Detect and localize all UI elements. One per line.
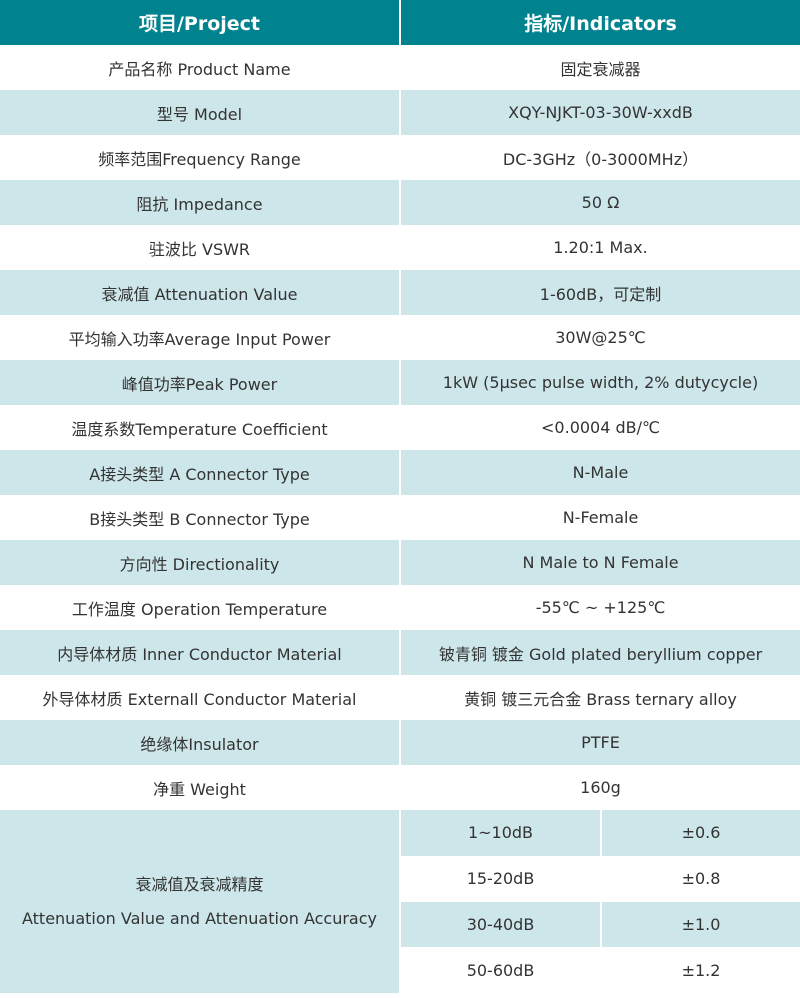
table-row: 型号 Model XQY-NJKT-03-30W-xxdB — [0, 90, 800, 135]
row-label: 驻波比 VSWR — [0, 225, 401, 270]
table-row: A接头类型 A Connector Type N-Male — [0, 450, 800, 495]
row-value: 固定衰减器 — [399, 45, 800, 90]
row-value: 30W@25℃ — [399, 315, 800, 360]
row-label: 频率范围Frequency Range — [0, 135, 401, 180]
table-row: 净重 Weight 160g — [0, 765, 800, 810]
accuracy-row: 15-20dB ±0.8 — [0, 855, 800, 902]
row-label: 型号 Model — [0, 90, 401, 135]
row-value: 1kW (5μsec pulse width, 2% dutycycle) — [399, 360, 800, 405]
row-label: A接头类型 A Connector Type — [0, 450, 401, 495]
table-row: 外导体材质 Externall Conductor Material 黄铜 镀三元… — [0, 675, 800, 720]
accuracy-range: 30-40dB — [400, 901, 602, 948]
row-value: -55℃ ~ +125℃ — [399, 585, 800, 630]
row-value: 1.20:1 Max. — [399, 225, 800, 270]
table-row: B接头类型 B Connector Type N-Female — [0, 495, 800, 540]
row-label: 方向性 Directionality — [0, 540, 401, 585]
accuracy-value: ±0.6 — [600, 810, 800, 856]
table-header: 项目/Project 指标/Indicators — [0, 0, 800, 45]
row-value: DC-3GHz（0-3000MHz） — [399, 135, 800, 180]
row-value: 铍青铜 镀金 Gold plated beryllium copper — [399, 630, 800, 675]
accuracy-value: ±1.0 — [600, 901, 800, 948]
row-label: 内导体材质 Inner Conductor Material — [0, 630, 401, 675]
table-row: 内导体材质 Inner Conductor Material 铍青铜 镀金 Gol… — [0, 630, 800, 675]
row-label: 产品名称 Product Name — [0, 45, 401, 90]
row-value: N-Male — [399, 450, 800, 495]
row-label: 温度系数Temperature Coefficient — [0, 405, 401, 450]
table-row: 工作温度 Operation Temperature -55℃ ~ +125℃ — [0, 585, 800, 630]
row-value: <0.0004 dB/℃ — [399, 405, 800, 450]
row-value: PTFE — [399, 720, 800, 765]
row-label: B接头类型 B Connector Type — [0, 495, 401, 540]
row-label: 峰值功率Peak Power — [0, 360, 401, 405]
row-value: N Male to N Female — [399, 540, 800, 585]
row-label: 阻抗 Impedance — [0, 180, 401, 225]
accuracy-range: 15-20dB — [400, 855, 602, 902]
accuracy-range: 1~10dB — [399, 810, 602, 856]
row-label: 衰减值 Attenuation Value — [0, 270, 401, 315]
header-project: 项目/Project — [0, 0, 401, 45]
row-value: 50 Ω — [399, 180, 800, 225]
table-row: 驻波比 VSWR 1.20:1 Max. — [0, 225, 800, 270]
accuracy-value: ±1.2 — [600, 947, 800, 993]
row-label: 工作温度 Operation Temperature — [0, 585, 401, 630]
row-value: XQY-NJKT-03-30W-xxdB — [399, 90, 800, 135]
table-row: 绝缘体Insulator PTFE — [0, 720, 800, 765]
table-row: 产品名称 Product Name 固定衰减器 — [0, 45, 800, 90]
accuracy-row: 50-60dB ±1.2 — [0, 947, 800, 993]
accuracy-label: 衰减值及衰减精度 Attenuation Value and Attenuatio… — [0, 810, 401, 993]
accuracy-value: ±0.8 — [600, 855, 800, 902]
accuracy-row: 30-40dB ±1.0 — [0, 901, 800, 948]
row-value: 1-60dB，可定制 — [399, 270, 800, 315]
accuracy-label-cn: 衰减值及衰减精度 — [135, 874, 264, 894]
row-label: 净重 Weight — [0, 765, 401, 810]
row-value: 黄铜 镀三元合金 Brass ternary alloy — [399, 675, 800, 720]
table-row: 平均输入功率Average Input Power 30W@25℃ — [0, 315, 800, 360]
table-row: 峰值功率Peak Power 1kW (5μsec pulse width, 2%… — [0, 360, 800, 405]
row-value: 160g — [399, 765, 800, 810]
row-label: 外导体材质 Externall Conductor Material — [0, 675, 401, 720]
row-value: N-Female — [399, 495, 800, 540]
table-row: 阻抗 Impedance 50 Ω — [0, 180, 800, 225]
table-row: 方向性 Directionality N Male to N Female — [0, 540, 800, 585]
accuracy-label-en: Attenuation Value and Attenuation Accura… — [21, 908, 377, 928]
table-row: 衰减值 Attenuation Value 1-60dB，可定制 — [0, 270, 800, 315]
header-indicators: 指标/Indicators — [399, 0, 800, 45]
accuracy-row: 衰减值及衰减精度 Attenuation Value and Attenuatio… — [0, 810, 800, 993]
row-label: 绝缘体Insulator — [0, 720, 401, 765]
table-row: 温度系数Temperature Coefficient <0.0004 dB/℃ — [0, 405, 800, 450]
table-row: 频率范围Frequency Range DC-3GHz（0-3000MHz） — [0, 135, 800, 180]
row-label: 平均输入功率Average Input Power — [0, 315, 401, 360]
accuracy-range: 50-60dB — [400, 947, 602, 993]
